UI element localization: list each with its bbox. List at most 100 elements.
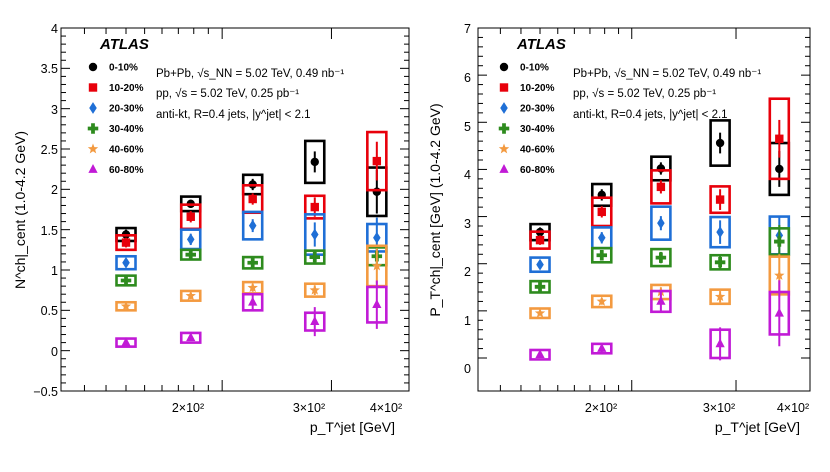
- left-data-point: [185, 290, 196, 301]
- left-sys-box: [366, 130, 388, 192]
- right-y-axis-label: P_T^ch|_cent [GeV] (1.0-4.2 GeV): [427, 103, 443, 316]
- left-legend-label: 20-30%: [109, 104, 144, 115]
- right-data-point: [715, 195, 725, 204]
- right-ytick-label: 6: [464, 71, 471, 85]
- right-sys-box: [590, 294, 613, 309]
- left-data-point: [310, 157, 319, 167]
- right-data-point: [656, 182, 666, 192]
- right-ytick-label: 1: [464, 314, 471, 328]
- left-ytick-label: 0.5: [41, 304, 58, 318]
- left-xtick-label: 3×10²: [293, 401, 325, 415]
- right-panel: ATLAS Pb+Pb, √s_NN = 5.02 TeV, 0.49 nb⁻¹…: [427, 22, 811, 435]
- left-sys-box: [115, 234, 137, 252]
- left-plot-frame: [60, 27, 410, 392]
- left-data-point: [186, 233, 195, 246]
- left-sys-box: [241, 210, 264, 241]
- left-legend-label: 0-10%: [109, 63, 138, 74]
- left-data-point: [309, 284, 320, 295]
- left-legend: 0-10% 10-20% 20-30% 30-40% 40-60% 60-80%: [87, 62, 144, 176]
- right-data-point: [535, 349, 545, 359]
- left-ytick-label: 2: [51, 183, 58, 197]
- right-sys-box: [768, 97, 791, 181]
- right-info-line-2: pp, √s = 5.02 TeV, 0.25 pb⁻¹: [573, 87, 716, 100]
- left-atlas-label: ATLAS: [99, 36, 149, 53]
- left-data-point: [120, 300, 132, 311]
- left-data-point: [248, 194, 257, 204]
- right-data-point: [596, 295, 607, 306]
- right-data-point: [597, 343, 607, 352]
- left-ytick-label: 3: [51, 103, 58, 117]
- left-ytick-label: 2.5: [41, 143, 58, 157]
- left-data-point: [186, 212, 195, 221]
- right-xtick-label: 4×10²: [777, 401, 809, 415]
- right-legend: 0-10% 10-20% 20-30% 30-40% 40-60% 60-80%: [498, 62, 555, 176]
- left-data-point: [310, 316, 320, 325]
- left-data-point: [185, 249, 196, 260]
- right-sys-box: [590, 196, 613, 228]
- right-data-point: [715, 338, 725, 348]
- left-sys-box: [115, 254, 137, 271]
- left-data-point: [373, 231, 381, 244]
- right-xtick-label: 3×10²: [703, 401, 735, 415]
- left-sys-box: [303, 194, 326, 220]
- right-data-point: [714, 291, 726, 302]
- right-data-point: [714, 257, 726, 268]
- left-x-axis-label: p_T^jet [GeV]: [310, 419, 395, 435]
- left-ytick-label: 0: [51, 345, 58, 359]
- left-data-point: [310, 228, 319, 241]
- right-legend-marker: [499, 83, 509, 92]
- left-data-point: [372, 187, 382, 196]
- right-legend-marker: [500, 102, 508, 114]
- left-ytick-label: −0.5: [33, 385, 58, 399]
- right-sys-box: [590, 246, 613, 264]
- left-data-point: [372, 299, 382, 309]
- right-data-point: [596, 249, 608, 261]
- right-data-point: [716, 226, 724, 239]
- right-ytick-label: 4: [464, 168, 471, 182]
- right-data-point: [597, 231, 606, 244]
- left-data-point: [248, 296, 258, 306]
- right-data-point: [534, 281, 546, 293]
- right-data-point: [657, 217, 665, 230]
- right-sys-box: [529, 279, 551, 294]
- left-data-point: [121, 337, 131, 346]
- left-legend-label: 60-80%: [109, 165, 144, 176]
- left-data-point: [120, 275, 132, 286]
- right-legend-label: 30-40%: [520, 124, 555, 135]
- right-ytick-label: 2: [464, 265, 471, 279]
- left-legend-marker: [87, 123, 99, 134]
- left-data-point: [186, 332, 196, 342]
- left-data-point: [122, 256, 130, 269]
- right-data-point: [775, 164, 784, 174]
- right-sys-box: [709, 288, 731, 306]
- right-plot-frame: [477, 27, 811, 392]
- left-legend-label: 10-20%: [109, 83, 144, 94]
- left-data-point: [247, 282, 258, 293]
- left-legend-label: 30-40%: [109, 124, 144, 135]
- left-legend-marker: [88, 62, 98, 72]
- right-atlas-label: ATLAS: [516, 36, 566, 53]
- right-tick-marks: [478, 27, 811, 391]
- right-legend-label: 20-30%: [520, 104, 555, 115]
- right-legend-marker: [499, 62, 509, 72]
- left-xtick-label: 4×10²: [370, 401, 402, 415]
- left-data-point: [371, 260, 383, 271]
- left-ytick-label: 3.5: [41, 62, 58, 76]
- right-data-point: [775, 134, 784, 143]
- left-data-point: [309, 251, 321, 263]
- left-tick-marks: [61, 27, 410, 392]
- left-legend-marker: [87, 143, 99, 154]
- left-legend-marker: [88, 83, 98, 92]
- left-sys-box: [303, 139, 326, 185]
- left-ytick-label: 1: [51, 264, 58, 278]
- right-legend-label: 0-10%: [520, 63, 549, 74]
- right-ytick-label: 3: [464, 217, 471, 231]
- right-legend-marker: [498, 143, 510, 154]
- left-ytick-label: 1.5: [41, 224, 58, 238]
- right-data-point: [656, 295, 666, 305]
- left-info-line-1: Pb+Pb, √s_NN = 5.02 TeV, 0.49 nb⁻¹: [156, 67, 344, 80]
- right-legend-label: 10-20%: [520, 83, 555, 94]
- right-sys-box: [650, 289, 672, 314]
- left-data-point: [121, 238, 131, 247]
